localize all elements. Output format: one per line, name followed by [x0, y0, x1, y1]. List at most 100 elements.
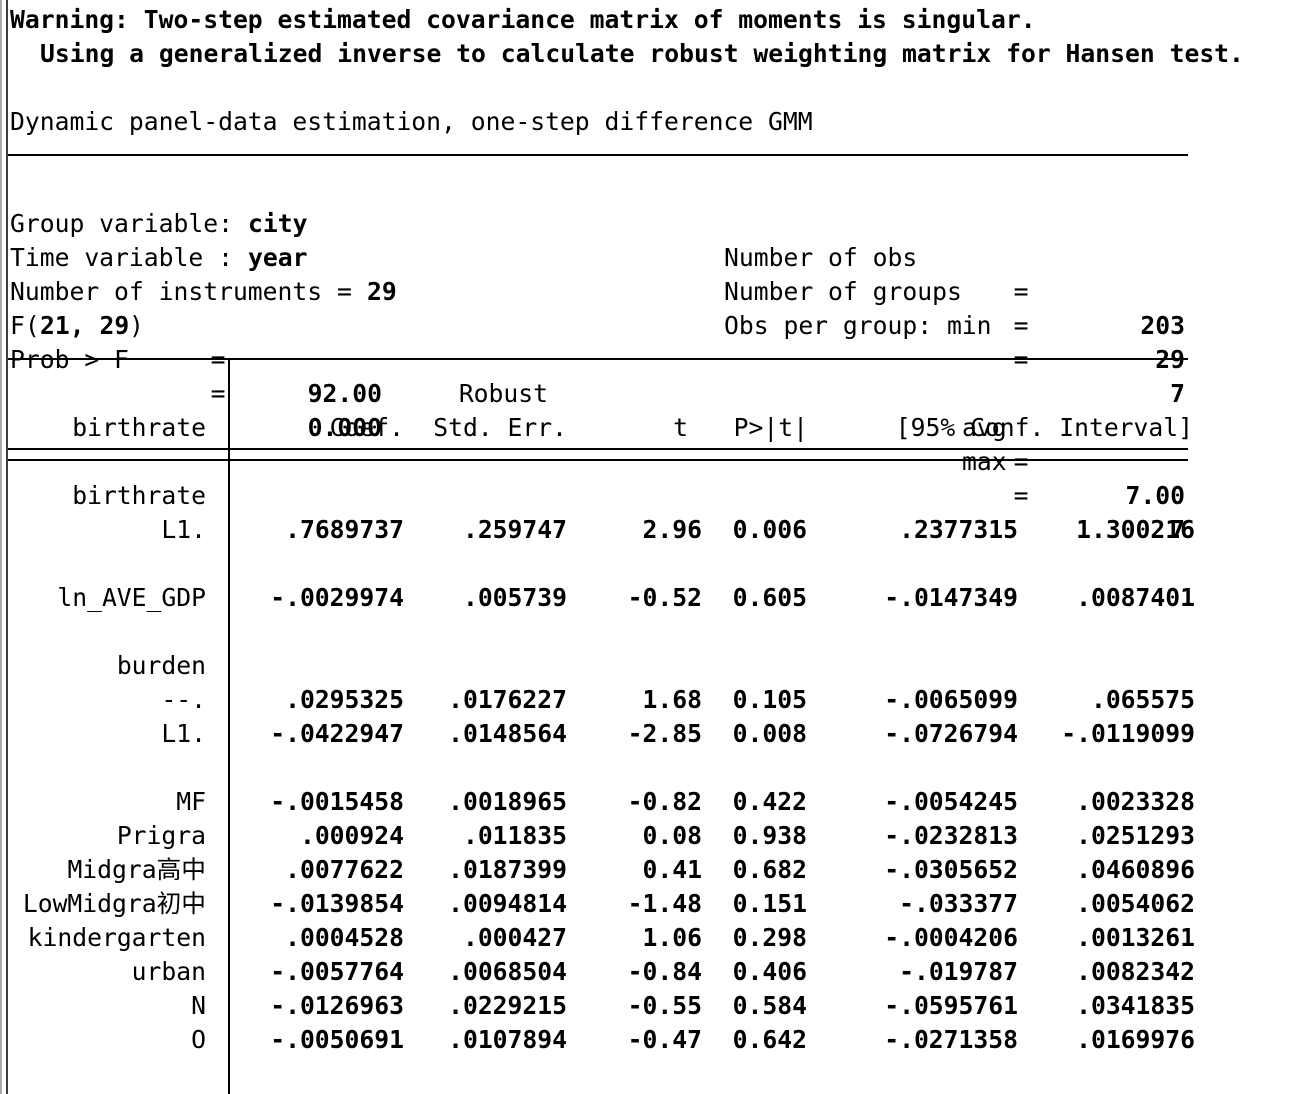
variable-label: --.	[161, 685, 206, 714]
p-cell: 0.298	[732, 923, 807, 952]
ci-high-cell: -.0119099	[1061, 719, 1195, 748]
t-cell: 1.68	[642, 685, 702, 714]
variable-label: burden	[116, 651, 206, 680]
t-cell: -0.84	[627, 957, 702, 986]
variable-label: urban	[131, 957, 206, 986]
group-variable-label: Group variable:	[10, 209, 248, 238]
ci-low-cell: -.0305652	[884, 855, 1018, 884]
f-stat-df: 21, 29	[40, 311, 130, 340]
p-cell: 0.605	[732, 583, 807, 612]
ci-high-cell: .0341835	[1076, 991, 1195, 1020]
ci-header: [95% Conf. Interval]	[895, 413, 1193, 442]
avg-equals: =	[1013, 447, 1029, 476]
variable-label: birthrate	[72, 481, 206, 510]
table-row: urban -.0057764 .0068504 -0.84 0.406 -.0…	[0, 955, 1292, 989]
ci-high-cell: .0054062	[1076, 889, 1195, 918]
number-of-groups-equals: =	[1013, 311, 1029, 340]
coef-cell: .0077622	[285, 855, 404, 884]
ci-low-cell: -.0726794	[884, 719, 1018, 748]
estimation-title: Dynamic panel-data estimation, one-step …	[10, 107, 813, 136]
obs-per-group-min-value: 7	[1170, 379, 1185, 408]
ci-high-cell: .0023328	[1076, 787, 1195, 816]
ci-high-cell: .065575	[1090, 685, 1195, 714]
stderr-cell: .0107894	[448, 1025, 567, 1054]
summary-row-4: F(21, 29) = 92.00 avg = 7.00	[0, 275, 1292, 510]
p-cell: 0.105	[732, 685, 807, 714]
t-cell: -2.85	[627, 719, 702, 748]
f-stat-suffix: )	[129, 311, 144, 340]
p-cell: 0.006	[732, 515, 807, 544]
time-variable-label: Time variable :	[10, 243, 248, 272]
t-cell: -0.55	[627, 991, 702, 1020]
coef-cell: .0004528	[285, 923, 404, 952]
t-cell: -1.48	[627, 889, 702, 918]
table-column-separator	[228, 358, 230, 1094]
ci-high-cell: .0169976	[1076, 1025, 1195, 1054]
ci-high-cell: .0013261	[1076, 923, 1195, 952]
summary-row-2: Time variable : year Number of groups = …	[0, 207, 1292, 374]
prob-f-label: Prob > F	[10, 345, 129, 374]
table-row: N -.0126963 .0229215 -0.55 0.584 -.05957…	[0, 989, 1292, 1023]
variable-label: MF	[176, 787, 206, 816]
p-cell: 0.406	[732, 957, 807, 986]
p-header: P>|t|	[733, 413, 808, 442]
coef-cell: -.0015458	[270, 787, 404, 816]
stderr-cell: .0187399	[448, 855, 567, 884]
t-header: t	[673, 413, 688, 442]
variable-label: LowMidgra初中	[22, 889, 206, 918]
f-stat-value: 92.00	[307, 379, 382, 408]
ci-low-cell: .2377315	[899, 515, 1018, 544]
variable-label: O	[191, 1025, 206, 1054]
number-of-obs-label: Number of obs	[724, 243, 918, 272]
number-of-groups-value: 29	[1155, 345, 1185, 374]
variable-label: L1.	[161, 515, 206, 544]
ci-low-cell: -.0232813	[884, 821, 1018, 850]
t-cell: 1.06	[642, 923, 702, 952]
prob-f-equals: =	[210, 379, 226, 408]
stderr-cell: .011835	[462, 821, 567, 850]
avg-label: avg	[962, 413, 1007, 442]
f-stat-equals: =	[208, 343, 228, 377]
variable-label: Midgra高中	[67, 855, 206, 884]
divider-table-top	[8, 358, 1188, 360]
p-cell: 0.682	[732, 855, 807, 884]
prob-f-value: 0.000	[307, 413, 382, 442]
instruments-label: Number of instruments =	[10, 277, 367, 306]
t-cell: -0.82	[627, 787, 702, 816]
robust-header: Robust	[458, 379, 548, 408]
ci-low-cell: -.019787	[899, 957, 1018, 986]
ci-high-cell: .0460896	[1076, 855, 1195, 884]
divider-header-upper	[8, 448, 1188, 450]
p-cell: 0.008	[732, 719, 807, 748]
t-cell: 2.96	[642, 515, 702, 544]
stderr-cell: .0068504	[448, 957, 567, 986]
ci-high-cell: .0087401	[1076, 583, 1195, 612]
variable-label: ln_AVE_GDP	[57, 583, 206, 612]
p-cell: 0.151	[732, 889, 807, 918]
number-of-groups-label: Number of groups	[724, 277, 962, 306]
table-section-birthrate: birthrate	[0, 479, 1292, 513]
coef-cell: -.0050691	[270, 1025, 404, 1054]
obs-per-group-min-equals: =	[1011, 343, 1031, 377]
f-stat-prefix: F(	[10, 311, 40, 340]
coef-cell: .0295325	[285, 685, 404, 714]
variable-label: N	[191, 991, 206, 1020]
stderr-cell: .0018965	[448, 787, 567, 816]
avg-value: 7.00	[1125, 481, 1185, 510]
table-row: L1. -.0422947 .0148564 -2.85 0.008 -.072…	[0, 717, 1292, 751]
table-row: --. .0295325 .0176227 1.68 0.105 -.00650…	[0, 683, 1292, 717]
coef-header: Coef.	[329, 413, 404, 442]
number-of-obs-value: 203	[1140, 311, 1185, 340]
stderr-cell: .0176227	[448, 685, 567, 714]
summary-row-3: Number of instruments = 29 Obs per group…	[0, 241, 1292, 408]
ci-low-cell: -.0004206	[884, 923, 1018, 952]
window-left-edge-inner	[6, 0, 8, 1094]
coef-cell: .7689737	[285, 515, 404, 544]
p-cell: 0.642	[732, 1025, 807, 1054]
stderr-cell: .0229215	[448, 991, 567, 1020]
window-left-edge-outer	[0, 0, 2, 1094]
time-variable-value: year	[248, 243, 308, 272]
p-cell: 0.422	[732, 787, 807, 816]
table-row: kindergarten .0004528 .000427 1.06 0.298…	[0, 921, 1292, 955]
